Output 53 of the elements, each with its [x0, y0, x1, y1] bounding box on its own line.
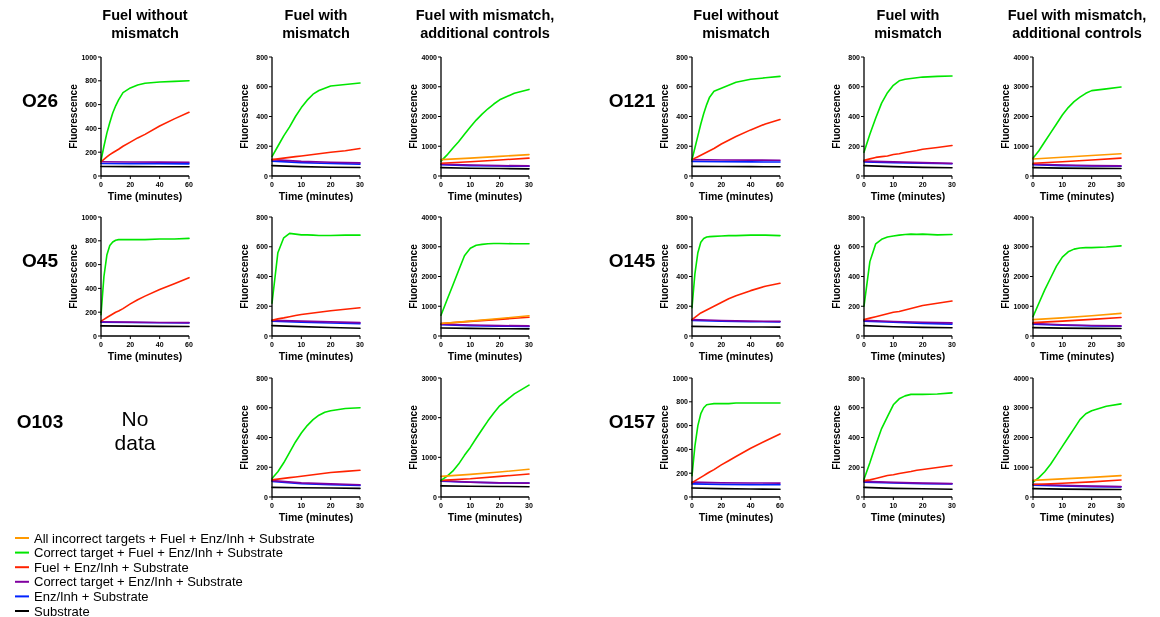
x-axis-title: Time (minutes) — [698, 350, 774, 362]
y-axis-title: Fluorescence — [68, 83, 79, 149]
x-axis-title: Time (minutes) — [1039, 511, 1115, 523]
y-axis-title: Fluorescence — [831, 404, 842, 470]
text: O45 — [22, 249, 59, 271]
legend-label: Enz/Inh + Substrate — [34, 588, 149, 604]
y-axis-title: Fluorescence — [659, 404, 670, 470]
x-axis-title: Time (minutes) — [698, 511, 774, 523]
y-axis-title: Fluorescence — [408, 83, 419, 149]
x-axis-title: Time (minutes) — [870, 350, 946, 362]
y-axis-title: Fluorescence — [831, 83, 842, 149]
y-axis-title: Fluorescence — [659, 83, 670, 149]
x-axis-title: Time (minutes) — [1039, 350, 1115, 362]
text: No data — [114, 407, 156, 454]
x-axis-title: Time (minutes) — [447, 511, 523, 523]
x-axis-title: Time (minutes) — [447, 350, 523, 362]
x-axis-title: Time (minutes) — [107, 350, 183, 362]
y-axis-title: Fluorescence — [239, 243, 250, 309]
chart-title: Fuel without mismatch — [102, 7, 188, 41]
chart-title: Fuel with mismatch, additional controls — [415, 7, 555, 41]
x-axis-title: Time (minutes) — [278, 511, 354, 523]
x-axis-title: Time (minutes) — [1039, 190, 1115, 202]
y-axis-title: Fluorescence — [659, 243, 670, 309]
chart-title: Fuel with mismatch, additional controls — [1007, 7, 1147, 41]
x-axis-title: Time (minutes) — [447, 190, 523, 202]
y-axis-title: Fluorescence — [408, 243, 419, 309]
chart-title: Fuel with mismatch — [282, 7, 350, 41]
x-axis-title: Time (minutes) — [107, 190, 183, 202]
legend-label: Correct target + Fuel + Enz/Inh + Substrate — [34, 545, 283, 561]
text: O145 — [608, 249, 656, 271]
y-axis-title: Fluorescence — [1000, 404, 1011, 470]
chart-title: Fuel with mismatch — [874, 7, 942, 41]
y-axis-title: Fluorescence — [1000, 83, 1011, 149]
x-axis-title: Time (minutes) — [278, 350, 354, 362]
legend-label: Fuel + Enz/Inh + Substrate — [34, 559, 189, 575]
x-axis-title: Time (minutes) — [870, 511, 946, 523]
text: O121 — [608, 89, 656, 111]
text: O103 — [16, 410, 64, 432]
x-axis-title: Time (minutes) — [278, 190, 354, 202]
x-axis-title: Time (minutes) — [870, 190, 946, 202]
text: O26 — [22, 89, 58, 111]
text: O157 — [608, 410, 656, 432]
x-axis-title: Time (minutes) — [698, 190, 774, 202]
legend-label: Substrate — [34, 603, 90, 617]
y-axis-title: Fluorescence — [239, 404, 250, 470]
y-axis-title: Fluorescence — [408, 404, 419, 470]
y-axis-title: Fluorescence — [1000, 243, 1011, 309]
chart-title: Fuel without mismatch — [693, 7, 779, 41]
legend-label: Correct target + Enz/Inh + Substrate — [34, 574, 243, 590]
y-axis-title: Fluorescence — [239, 83, 250, 149]
y-axis-title: Fluorescence — [831, 243, 842, 309]
y-axis-title: Fluorescence — [68, 243, 79, 309]
legend-label: All incorrect targets + Fuel + Enz/Inh + Substrate — [34, 530, 315, 546]
